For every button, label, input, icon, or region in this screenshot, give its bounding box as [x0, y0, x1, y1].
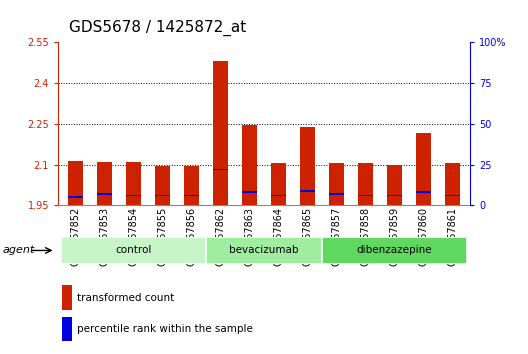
Bar	[62, 285, 72, 310]
Bar	[329, 193, 344, 195]
Text: control: control	[115, 245, 152, 256]
Bar	[126, 195, 141, 196]
Bar	[213, 169, 228, 170]
Bar	[241, 125, 258, 205]
Bar	[357, 163, 373, 205]
Bar	[184, 195, 199, 196]
Bar	[184, 166, 200, 205]
Bar	[68, 160, 83, 205]
Bar	[206, 237, 322, 264]
Bar	[445, 163, 460, 205]
Bar	[242, 192, 257, 193]
Bar	[61, 237, 206, 264]
Bar	[300, 190, 315, 192]
Text: GDS5678 / 1425872_at: GDS5678 / 1425872_at	[69, 19, 246, 36]
Bar	[62, 317, 72, 342]
Text: transformed count: transformed count	[77, 292, 174, 303]
Bar	[97, 193, 112, 195]
Bar	[386, 165, 402, 205]
Bar	[387, 195, 402, 196]
Bar	[322, 237, 467, 264]
Bar	[68, 196, 83, 198]
Bar	[328, 163, 344, 205]
Bar	[270, 163, 287, 205]
Bar	[155, 166, 171, 205]
Bar	[358, 195, 373, 196]
Text: percentile rank within the sample: percentile rank within the sample	[77, 324, 252, 335]
Bar	[416, 133, 431, 205]
Bar	[155, 195, 170, 196]
Bar	[416, 192, 431, 193]
Bar	[445, 195, 460, 196]
Bar	[126, 162, 142, 205]
Text: dibenzazepine: dibenzazepine	[357, 245, 432, 256]
Bar	[299, 127, 316, 205]
Bar	[97, 162, 112, 205]
Text: agent: agent	[3, 245, 35, 256]
Text: bevacizumab: bevacizumab	[229, 245, 299, 256]
Bar	[271, 195, 286, 196]
Bar	[212, 62, 229, 205]
